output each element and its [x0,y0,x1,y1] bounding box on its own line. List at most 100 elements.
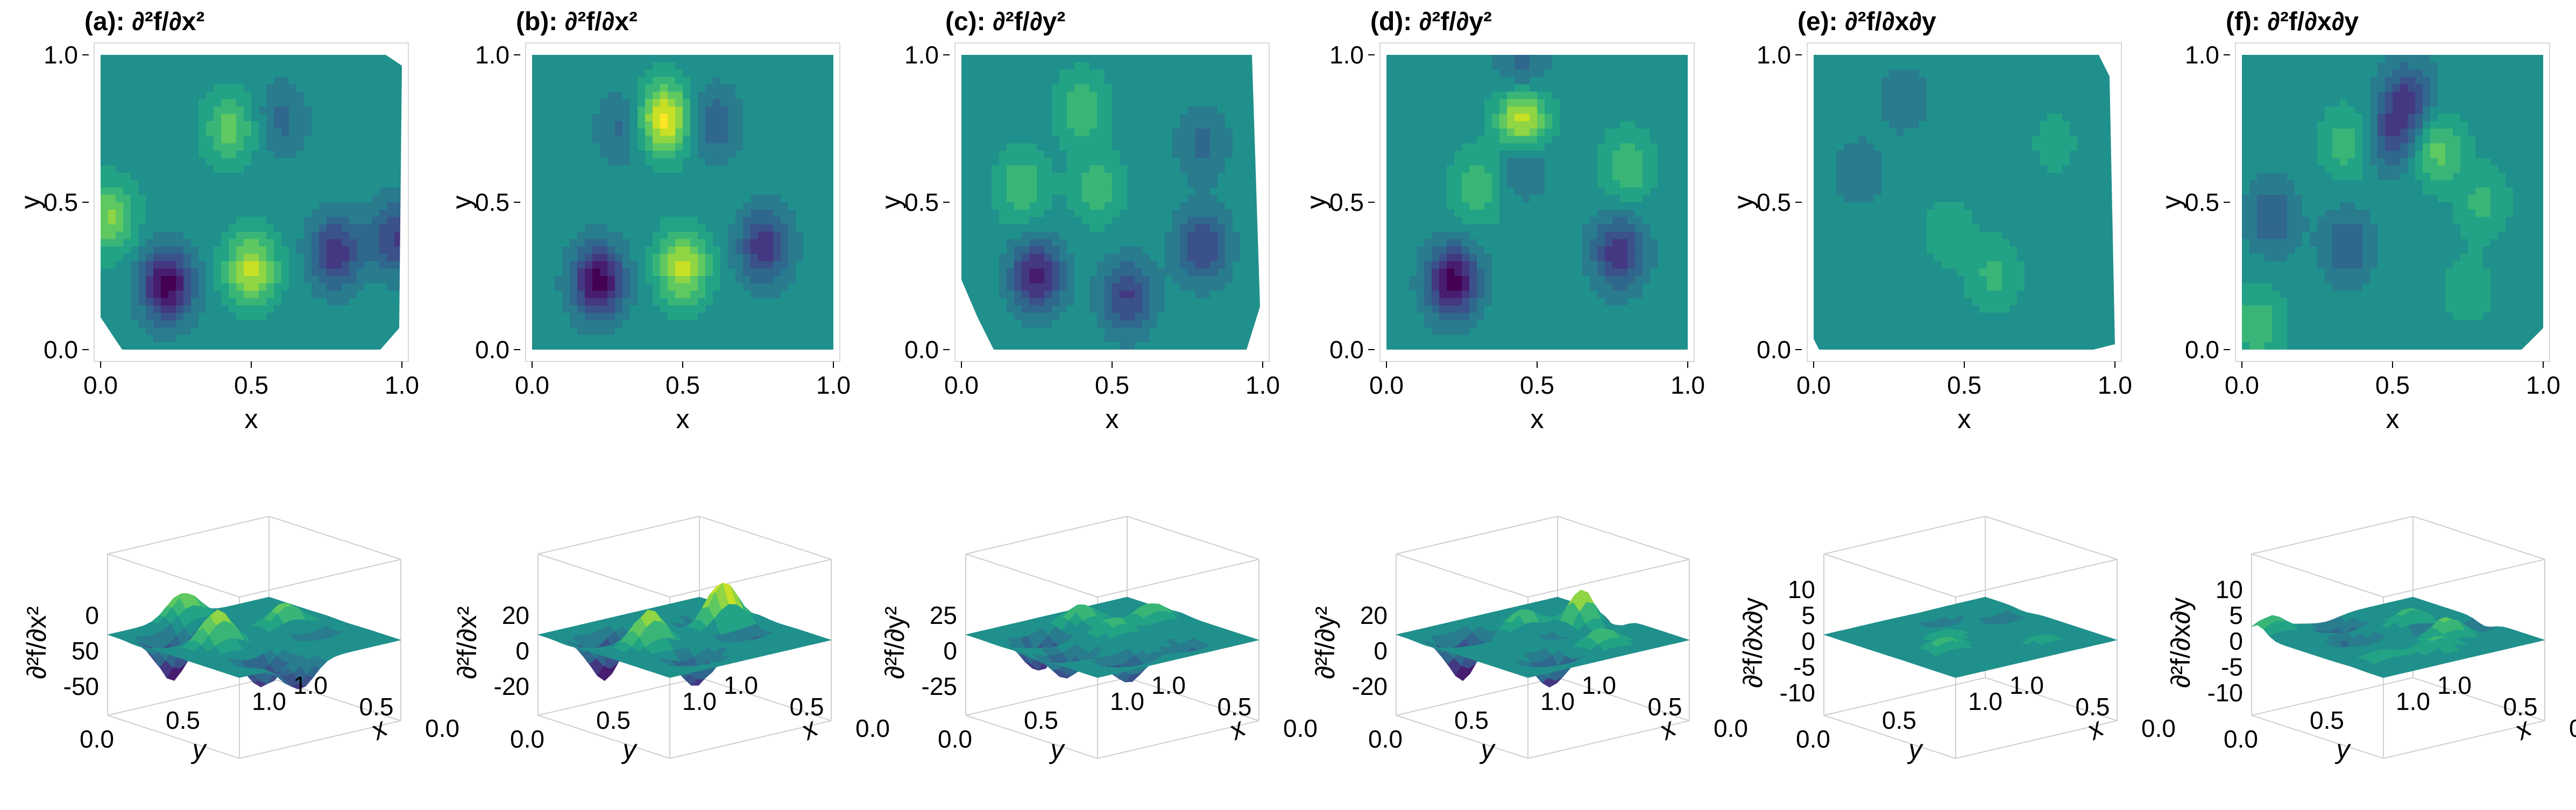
contour-cell [1007,91,1015,100]
contour-cell [214,217,222,225]
contour-cell [1127,180,1135,188]
contour-cell [206,91,214,100]
contour-cell [304,261,312,269]
contour-cell [251,55,259,63]
contour-cell [1409,165,1417,173]
contour-cell [304,158,312,166]
contour-cell [259,217,267,225]
contour-cell [818,268,826,276]
contour-cell [653,335,661,343]
contour-cell [826,106,833,115]
contour-cell [562,276,570,284]
contour-cell [705,298,713,306]
contour-cell [1150,77,1158,85]
contour-cell [615,180,623,188]
contour-cell [660,239,668,247]
contour-cell [570,121,578,129]
contour-cell [570,77,578,85]
contour-cell [1097,342,1105,350]
contour-cell [818,283,826,291]
contour-cell [349,290,357,299]
contour-cell [683,113,691,122]
contour-cell [394,143,402,151]
contour-cell [206,305,214,314]
heatmap-panel-1: (a): ∂²f/∂x²0.0 0.5 1.00.00.51.0xy [15,8,419,434]
contour-cell [1127,99,1135,107]
contour-cell [1386,268,1395,276]
contour-cell [1180,173,1188,181]
contour-cell [758,239,766,247]
contour-cell [713,224,721,232]
contour-cell [214,99,222,107]
contour-cell [364,84,372,93]
contour-cell [1255,151,1260,159]
contour-cell [788,84,796,93]
contour-cell [296,224,305,232]
contour-cell [304,312,312,321]
contour-cell [146,305,154,314]
contour-cell [312,77,320,85]
contour-cell [720,129,728,137]
contour-cell [811,253,819,262]
contour-cell [251,180,259,188]
contour-cell [751,335,759,343]
contour-cell [758,91,766,100]
contour-cell [818,99,826,107]
contour-cell [281,290,289,299]
contour-cell [570,180,578,188]
contour-cell [334,121,342,129]
contour-cell [600,106,608,115]
contour-cell [1044,195,1052,203]
contour-cell [1135,62,1143,70]
contour-cell [735,99,744,107]
contour-cell [191,261,199,269]
contour-cell [372,143,380,151]
contour-cell [1142,173,1150,181]
contour-cell [622,224,631,232]
contour-cell [773,209,781,217]
contour-cell [1409,180,1417,188]
contour-cell [1187,173,1195,181]
contour-cell [1142,327,1150,336]
contour-cell [146,195,154,203]
contour-cell [296,239,305,247]
contour-cell [1240,143,1248,151]
contour-cell [131,99,139,107]
contour-cell [751,77,759,85]
contour-cell [153,136,161,144]
contour-cell [1255,180,1260,188]
contour-cell [811,129,819,137]
contour-cell [1037,231,1045,240]
contour-cell [379,91,387,100]
contour-cell [206,327,214,336]
contour-cell [206,290,214,299]
contour-cell [1202,121,1211,129]
contour-cell [705,312,713,321]
contour-cell [153,91,161,100]
contour-cell [796,84,804,93]
contour-cell [690,143,698,151]
contour-cell [600,173,608,181]
contour-cell [1067,195,1075,203]
contour-cell [1014,261,1022,269]
contour-cell [281,320,289,328]
contour-cell [1082,246,1090,254]
contour-cell [796,113,804,122]
contour-cell [735,151,744,159]
contour-cell [1059,69,1067,77]
contour-cell [1172,113,1180,122]
contour-cell [1074,268,1082,276]
contour-cell [1044,305,1052,314]
contour-cell [342,217,350,225]
contour-cell [183,99,192,107]
contour-cell [766,84,774,93]
contour-cell [735,180,744,188]
contour-cell [372,180,380,188]
contour-cell [1089,173,1098,181]
contour-cell [547,106,555,115]
contour-cell [1394,202,1402,210]
contour-cell [645,305,653,314]
contour-cell [540,151,548,159]
contour-cell [1022,298,1030,306]
contour-cell [1394,268,1402,276]
